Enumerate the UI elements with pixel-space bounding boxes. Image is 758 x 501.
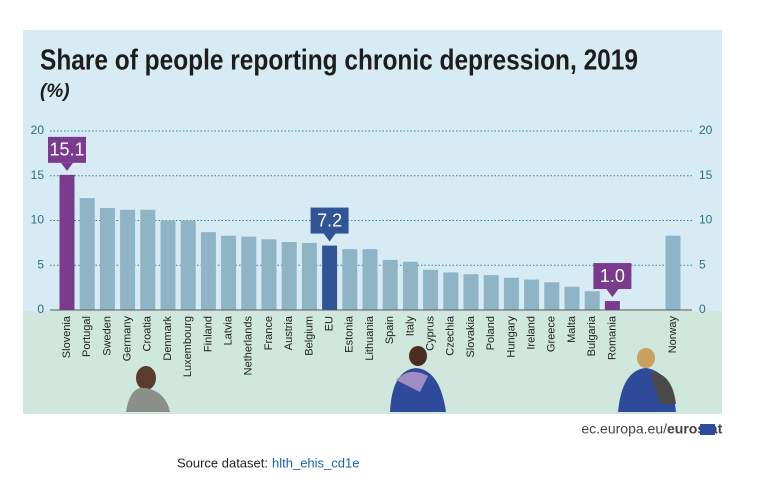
bar [261,239,277,310]
bar [180,220,196,310]
data-label: 1.0 [600,266,625,286]
x-tick-label: Ireland [526,316,538,350]
chart-title: Share of people reporting chronic depres… [40,45,638,77]
data-label-box [310,207,349,234]
bar [382,259,398,310]
figure [136,366,156,390]
figure [396,371,428,392]
x-tick-label: Sweden [101,316,113,356]
x-tick-label: Poland [485,316,497,350]
figure [650,372,676,404]
bar [79,198,95,310]
bar [322,245,338,310]
x-tick-label: Luxembourg [182,316,194,377]
x-tick-label: Lithuania [364,315,376,361]
bar [241,236,257,310]
chart-subtitle: (%) [40,81,70,102]
y-tick-label-right: 5 [699,257,706,271]
figure [409,346,427,366]
y-tick-label-right: 15 [699,168,713,182]
x-tick-label: Slovenia [61,315,73,358]
x-tick-label: Portugal [81,316,93,357]
data-label-pointer [606,289,619,298]
bar [604,301,620,310]
eu-flag [700,424,715,435]
x-tick-label: Denmark [162,316,174,361]
x-tick-label: EU [324,316,336,331]
y-tick-label-right: 10 [699,213,713,227]
x-tick-label: Belgium [303,316,315,356]
x-tick-label: Bulgaria [586,315,598,356]
data-label: 15.1 [49,140,84,160]
x-tick-label: Norway [667,316,679,354]
x-tick-label: Hungary [505,316,517,358]
y-tick-label: 15 [31,168,45,182]
x-tick-label: Cyprus [425,316,437,351]
x-tick-label: Czechia [445,315,457,356]
y-tick-label: 5 [37,257,44,271]
x-tick-label: France [263,316,275,350]
bar [362,249,378,310]
data-label-box [48,136,86,163]
bar [463,274,479,310]
bar [200,232,216,310]
bar [160,220,176,310]
source-link[interactable]: hlth_ehis_cd1e [272,455,359,470]
figure [126,387,170,412]
bar [59,174,75,310]
bar [564,286,580,310]
source-label: Source dataset: [177,455,268,470]
y-tick-label-right: 20 [699,123,713,137]
bar [402,261,418,310]
data-label-box [593,263,632,290]
y-tick-label: 0 [37,302,44,316]
bar [342,249,358,310]
bar [524,279,540,310]
x-tick-label: Netherlands [243,316,255,376]
y-tick-label: 10 [31,213,45,227]
bar [544,282,560,310]
data-label-pointer [323,233,336,242]
x-tick-label: Slovakia [465,315,477,357]
data-label-pointer [61,162,73,171]
bar [665,235,681,310]
x-tick-label: Germany [122,316,134,362]
x-tick-label: Spain [384,316,396,344]
data-label: 7.2 [317,210,342,230]
x-tick-label: Malta [566,315,578,343]
figure [637,348,655,368]
bar [99,207,115,310]
x-tick-label: Latvia [223,315,235,345]
x-tick-label: Estonia [344,315,356,353]
bar [221,235,237,310]
bar [301,242,317,310]
bar [120,209,136,310]
figures [126,346,676,412]
x-tick-label: Finland [202,316,214,352]
bar [503,277,519,310]
x-tick-label: Italy [404,316,416,337]
bar [423,269,439,310]
bar [443,272,459,310]
x-tick-label: Austria [283,315,295,350]
bar [140,209,156,310]
x-tick-label: Croatia [142,315,154,351]
bar [281,241,297,310]
y-tick-label-right: 0 [699,302,706,316]
bar [483,275,499,310]
x-tick-label: Greece [546,316,558,352]
x-tick-label: Romania [606,315,618,360]
y-tick-label: 20 [31,123,45,137]
bar [584,291,600,310]
credit: ec.europa.eu/ [581,421,667,437]
